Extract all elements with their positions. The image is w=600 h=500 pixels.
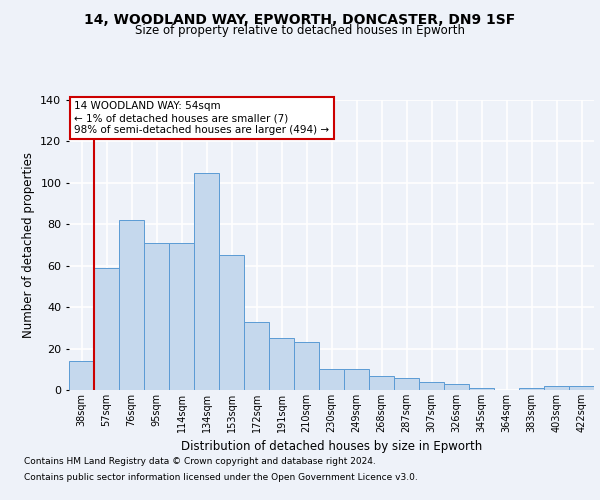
Bar <box>394 378 419 390</box>
Bar <box>469 388 494 390</box>
Bar <box>219 256 244 390</box>
Y-axis label: Number of detached properties: Number of detached properties <box>22 152 35 338</box>
Bar <box>69 361 94 390</box>
Bar <box>569 386 594 390</box>
Bar <box>369 376 394 390</box>
Bar <box>144 243 169 390</box>
X-axis label: Distribution of detached houses by size in Epworth: Distribution of detached houses by size … <box>181 440 482 454</box>
Bar <box>519 388 544 390</box>
Bar <box>269 338 294 390</box>
Text: Size of property relative to detached houses in Epworth: Size of property relative to detached ho… <box>135 24 465 37</box>
Bar <box>419 382 444 390</box>
Bar <box>194 172 219 390</box>
Bar <box>94 268 119 390</box>
Bar <box>344 370 369 390</box>
Bar <box>444 384 469 390</box>
Bar <box>294 342 319 390</box>
Bar <box>119 220 144 390</box>
Bar <box>544 386 569 390</box>
Bar <box>244 322 269 390</box>
Text: Contains public sector information licensed under the Open Government Licence v3: Contains public sector information licen… <box>24 472 418 482</box>
Text: Contains HM Land Registry data © Crown copyright and database right 2024.: Contains HM Land Registry data © Crown c… <box>24 458 376 466</box>
Text: 14 WOODLAND WAY: 54sqm
← 1% of detached houses are smaller (7)
98% of semi-detac: 14 WOODLAND WAY: 54sqm ← 1% of detached … <box>74 102 329 134</box>
Text: 14, WOODLAND WAY, EPWORTH, DONCASTER, DN9 1SF: 14, WOODLAND WAY, EPWORTH, DONCASTER, DN… <box>85 12 515 26</box>
Bar <box>319 370 344 390</box>
Bar <box>169 243 194 390</box>
